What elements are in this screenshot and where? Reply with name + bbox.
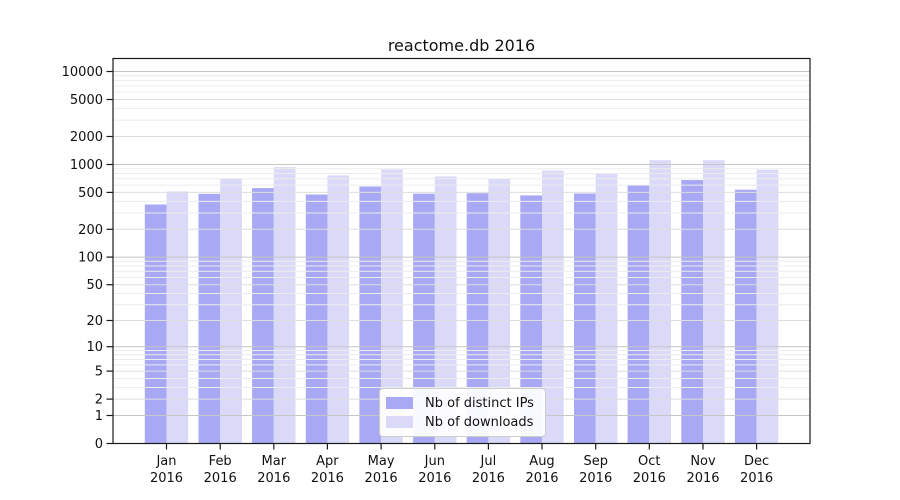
- bar-distinct-ips-jan: [144, 204, 167, 444]
- legend-item-distinct-ips: Nb of distinct IPs: [386, 394, 537, 413]
- bar-downloads-sep: [595, 173, 618, 444]
- plot-border: [112, 57, 811, 445]
- bar-downloads-may: [381, 169, 403, 444]
- x-tick-label-month: Jun: [424, 454, 445, 469]
- x-tick-label-month: Feb: [209, 454, 232, 469]
- y-tick-label: 0: [95, 437, 103, 452]
- x-tick-label-month: Oct: [638, 454, 660, 469]
- bar-distinct-ips-dec: [734, 189, 757, 444]
- x-tick-label-year: 2016: [418, 471, 451, 486]
- legend: Nb of distinct IPs Nb of downloads: [379, 388, 546, 437]
- bar-distinct-ips-sep: [574, 193, 596, 444]
- legend-swatch-downloads-icon: [386, 416, 413, 428]
- x-tick-label-year: 2016: [150, 471, 183, 486]
- legend-item-downloads: Nb of downloads: [386, 413, 537, 432]
- bar-downloads-apr: [327, 175, 350, 444]
- gridlines-layer: [113, 71, 810, 416]
- y-tick-label: 500: [78, 186, 103, 201]
- bar-downloads-nov: [703, 160, 725, 444]
- x-tick-label-month: Aug: [529, 454, 554, 469]
- x-tick-label-year: 2016: [472, 471, 505, 486]
- x-tick-label-month: Jul: [480, 454, 497, 469]
- bar-distinct-ips-may: [359, 186, 382, 444]
- x-tick-label-year: 2016: [257, 471, 290, 486]
- legend-label-downloads: Nb of downloads: [425, 414, 534, 430]
- bar-downloads-jul: [488, 178, 511, 444]
- bar-distinct-ips-jun: [413, 193, 435, 444]
- y-tick-label: 2000: [70, 130, 103, 145]
- bar-downloads-aug: [542, 170, 564, 444]
- bar-downloads-feb: [220, 178, 242, 444]
- chart-title: reactome.db 2016: [387, 36, 536, 55]
- x-tick-label-year: 2016: [365, 471, 398, 486]
- bar-distinct-ips-apr: [305, 194, 328, 444]
- y-tick-label: 1000: [70, 158, 103, 173]
- x-tick-label-month: May: [368, 454, 395, 469]
- bar-downloads-oct: [649, 160, 671, 444]
- axes-layer: [106, 57, 811, 450]
- x-tick-label-year: 2016: [311, 471, 344, 486]
- x-tick-label-month: Mar: [262, 454, 287, 469]
- y-tick-label: 5000: [70, 93, 103, 108]
- y-tick-label: 20: [86, 314, 103, 329]
- bar-distinct-ips-nov: [681, 180, 703, 444]
- x-tick-label-month: Nov: [690, 454, 716, 469]
- x-tick-label-month: Jan: [155, 454, 176, 469]
- x-tick-label-month: Dec: [744, 454, 769, 469]
- legend-label-distinct-ips: Nb of distinct IPs: [425, 395, 534, 411]
- tick-labels-layer: 0 12 5 10 20 50 100 200 500 1000 2000 5000 10000 Jan 2…: [62, 65, 774, 486]
- bar-downloads-dec: [756, 169, 779, 444]
- bar-distinct-ips-mar: [252, 188, 274, 444]
- x-tick-label-year: 2016: [740, 471, 773, 486]
- x-tick-label-year: 2016: [686, 471, 719, 486]
- x-tick-label-year: 2016: [633, 471, 666, 486]
- y-tick-label: 50: [86, 278, 103, 293]
- bar-distinct-ips-jul: [466, 193, 489, 444]
- bar-downloads-jan: [166, 191, 189, 444]
- bar-distinct-ips-oct: [627, 185, 650, 444]
- bar-distinct-ips-feb: [198, 193, 221, 444]
- y-tick-label: 1: [95, 409, 103, 424]
- legend-swatch-distinct-ips-icon: [386, 397, 413, 409]
- y-tick-label: 5: [95, 365, 103, 380]
- y-tick-label: 200: [78, 223, 103, 238]
- y-tick-label: 100: [78, 251, 103, 266]
- x-tick-label-year: 2016: [204, 471, 237, 486]
- y-tick-label: 2: [95, 393, 103, 408]
- y-tick-label: 10: [86, 340, 103, 355]
- x-tick-label-month: Sep: [583, 454, 608, 469]
- x-tick-label-year: 2016: [579, 471, 612, 486]
- bar-downloads-jun: [434, 176, 457, 444]
- x-tick-label-year: 2016: [525, 471, 558, 486]
- x-tick-label-month: Apr: [316, 454, 339, 469]
- y-tick-label: 10000: [62, 65, 103, 80]
